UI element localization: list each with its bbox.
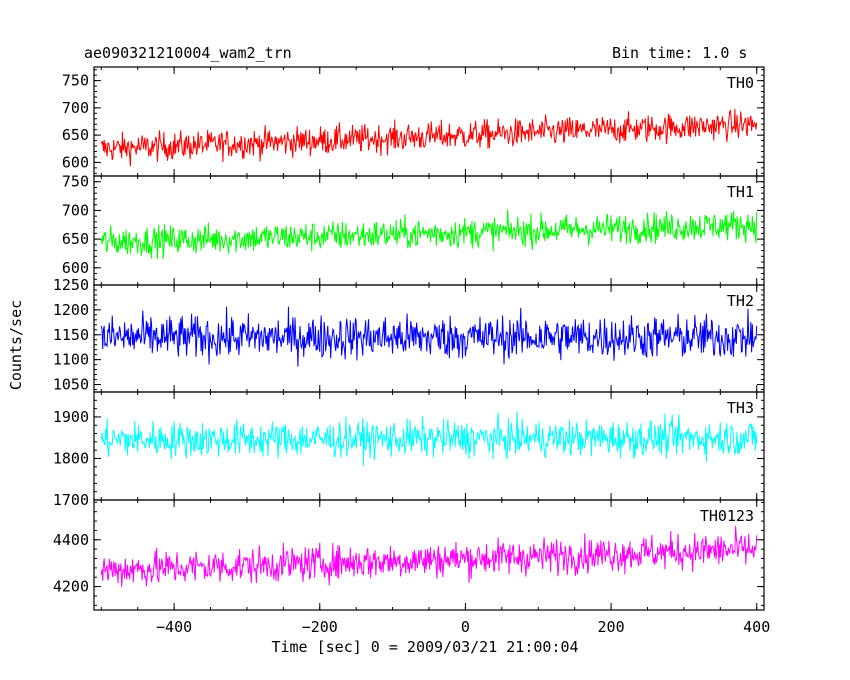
y-tick-label: 650: [62, 126, 89, 144]
y-tick-label: 1800: [53, 449, 89, 467]
x-tick-label: −400: [156, 618, 192, 636]
y-tick-label: 650: [62, 230, 89, 248]
series-line-th1: [100, 209, 758, 260]
y-tick-label: 600: [62, 259, 89, 277]
series-label-th1: TH1: [727, 183, 754, 201]
series-label-th3: TH3: [727, 399, 754, 417]
x-tick-label: 400: [743, 618, 770, 636]
panel-th2: 1050 1100 1150 1200 1250 TH2: [53, 276, 765, 394]
bin-time-label: Bin time: 1.0 s: [612, 44, 748, 62]
y-tick-label: 1100: [53, 351, 89, 369]
y-tick-label: 1900: [53, 408, 89, 426]
y-tick-label: 700: [62, 201, 89, 219]
panel-th1: 600 650 700 750 TH1: [62, 173, 765, 286]
series-line-th0123: [100, 525, 758, 587]
panel-frame: [93, 66, 765, 177]
series-line-th0: [100, 108, 758, 167]
y-tick-label: 1050: [53, 376, 89, 394]
panel-th3: 1700 1800 1900 TH3: [53, 391, 765, 509]
y-tick-label: 600: [62, 153, 89, 171]
series-line-th2: [100, 306, 758, 367]
y-tick-label: 4200: [53, 578, 89, 596]
chart-title: ae090321210004_wam2_trn: [84, 44, 292, 62]
y-tick-label: 750: [62, 72, 89, 90]
series-label-th0: TH0: [727, 74, 754, 92]
series-label-th2: TH2: [727, 292, 754, 310]
x-tick-label: −200: [302, 618, 338, 636]
x-axis-label: Time [sec] 0 = 2009/03/21 21:00:04: [271, 638, 579, 656]
y-tick-label: 1250: [53, 276, 89, 294]
x-tick-label: 200: [598, 618, 625, 636]
y-tick-label: 1150: [53, 326, 89, 344]
y-tick-label: 700: [62, 99, 89, 117]
panel-th0123: 4200 4400 TH0123: [53, 499, 765, 611]
series-line-th3: [100, 411, 758, 467]
series-label-th0123: TH0123: [700, 507, 754, 525]
y-tick-label: 4400: [53, 531, 89, 549]
x-tick-label: 0: [461, 618, 470, 636]
y-tick-label: 1200: [53, 301, 89, 319]
y-tick-label: 750: [62, 173, 89, 191]
panel-th0: 600 650 700 750 TH0: [62, 66, 765, 177]
y-tick-label: 1700: [53, 491, 89, 509]
